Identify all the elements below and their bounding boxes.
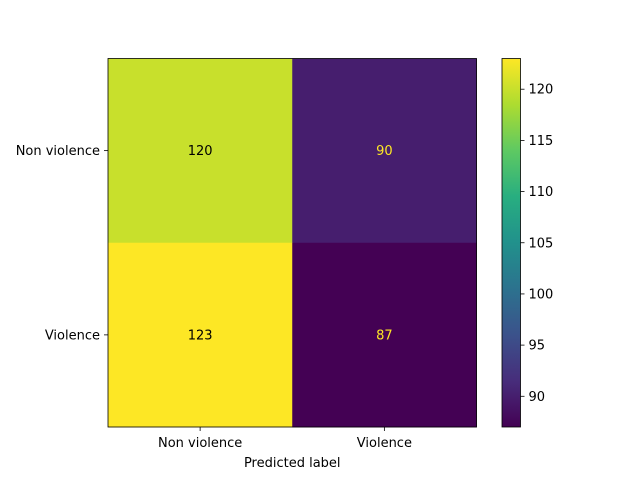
colorbar-tick-label: 120 [529, 83, 554, 98]
colorbar-tick-label: 95 [529, 339, 546, 354]
cell-value-labels: 120 90 123 87 [188, 144, 393, 343]
colorbar-tick-label: 100 [529, 287, 554, 302]
heatmap-cell [292, 58, 477, 244]
x-tick-label: Violence [357, 436, 412, 451]
cell-value-label: 90 [376, 144, 393, 159]
colorbar-ticks: 90 95 100 105 110 115 120 [520, 83, 554, 405]
x-axis-ticks: Non violence Violence [158, 427, 412, 451]
colorbar-tick-label: 115 [529, 134, 554, 149]
colorbar-tick-label: 110 [529, 185, 554, 200]
colorbar-tick-label: 105 [529, 236, 554, 251]
cell-value-label: 87 [376, 328, 393, 343]
heatmap-cell [108, 242, 293, 428]
cell-value-label: 123 [188, 328, 213, 343]
heatmap-cells [108, 58, 477, 428]
colorbar-tick-label: 90 [529, 390, 546, 405]
cell-value-label: 120 [188, 144, 213, 159]
y-tick-label: Non violence [16, 144, 100, 159]
plot-frame [107, 58, 477, 428]
x-tick-label: Non violence [158, 436, 242, 451]
y-tick-label: Violence [45, 328, 100, 343]
y-axis-ticks: Non violence Violence [16, 144, 108, 343]
x-axis-label: Predicted label [244, 456, 341, 471]
heatmap-cell [292, 242, 477, 428]
colorbar [501, 58, 521, 428]
heatmap-cell [108, 58, 293, 244]
